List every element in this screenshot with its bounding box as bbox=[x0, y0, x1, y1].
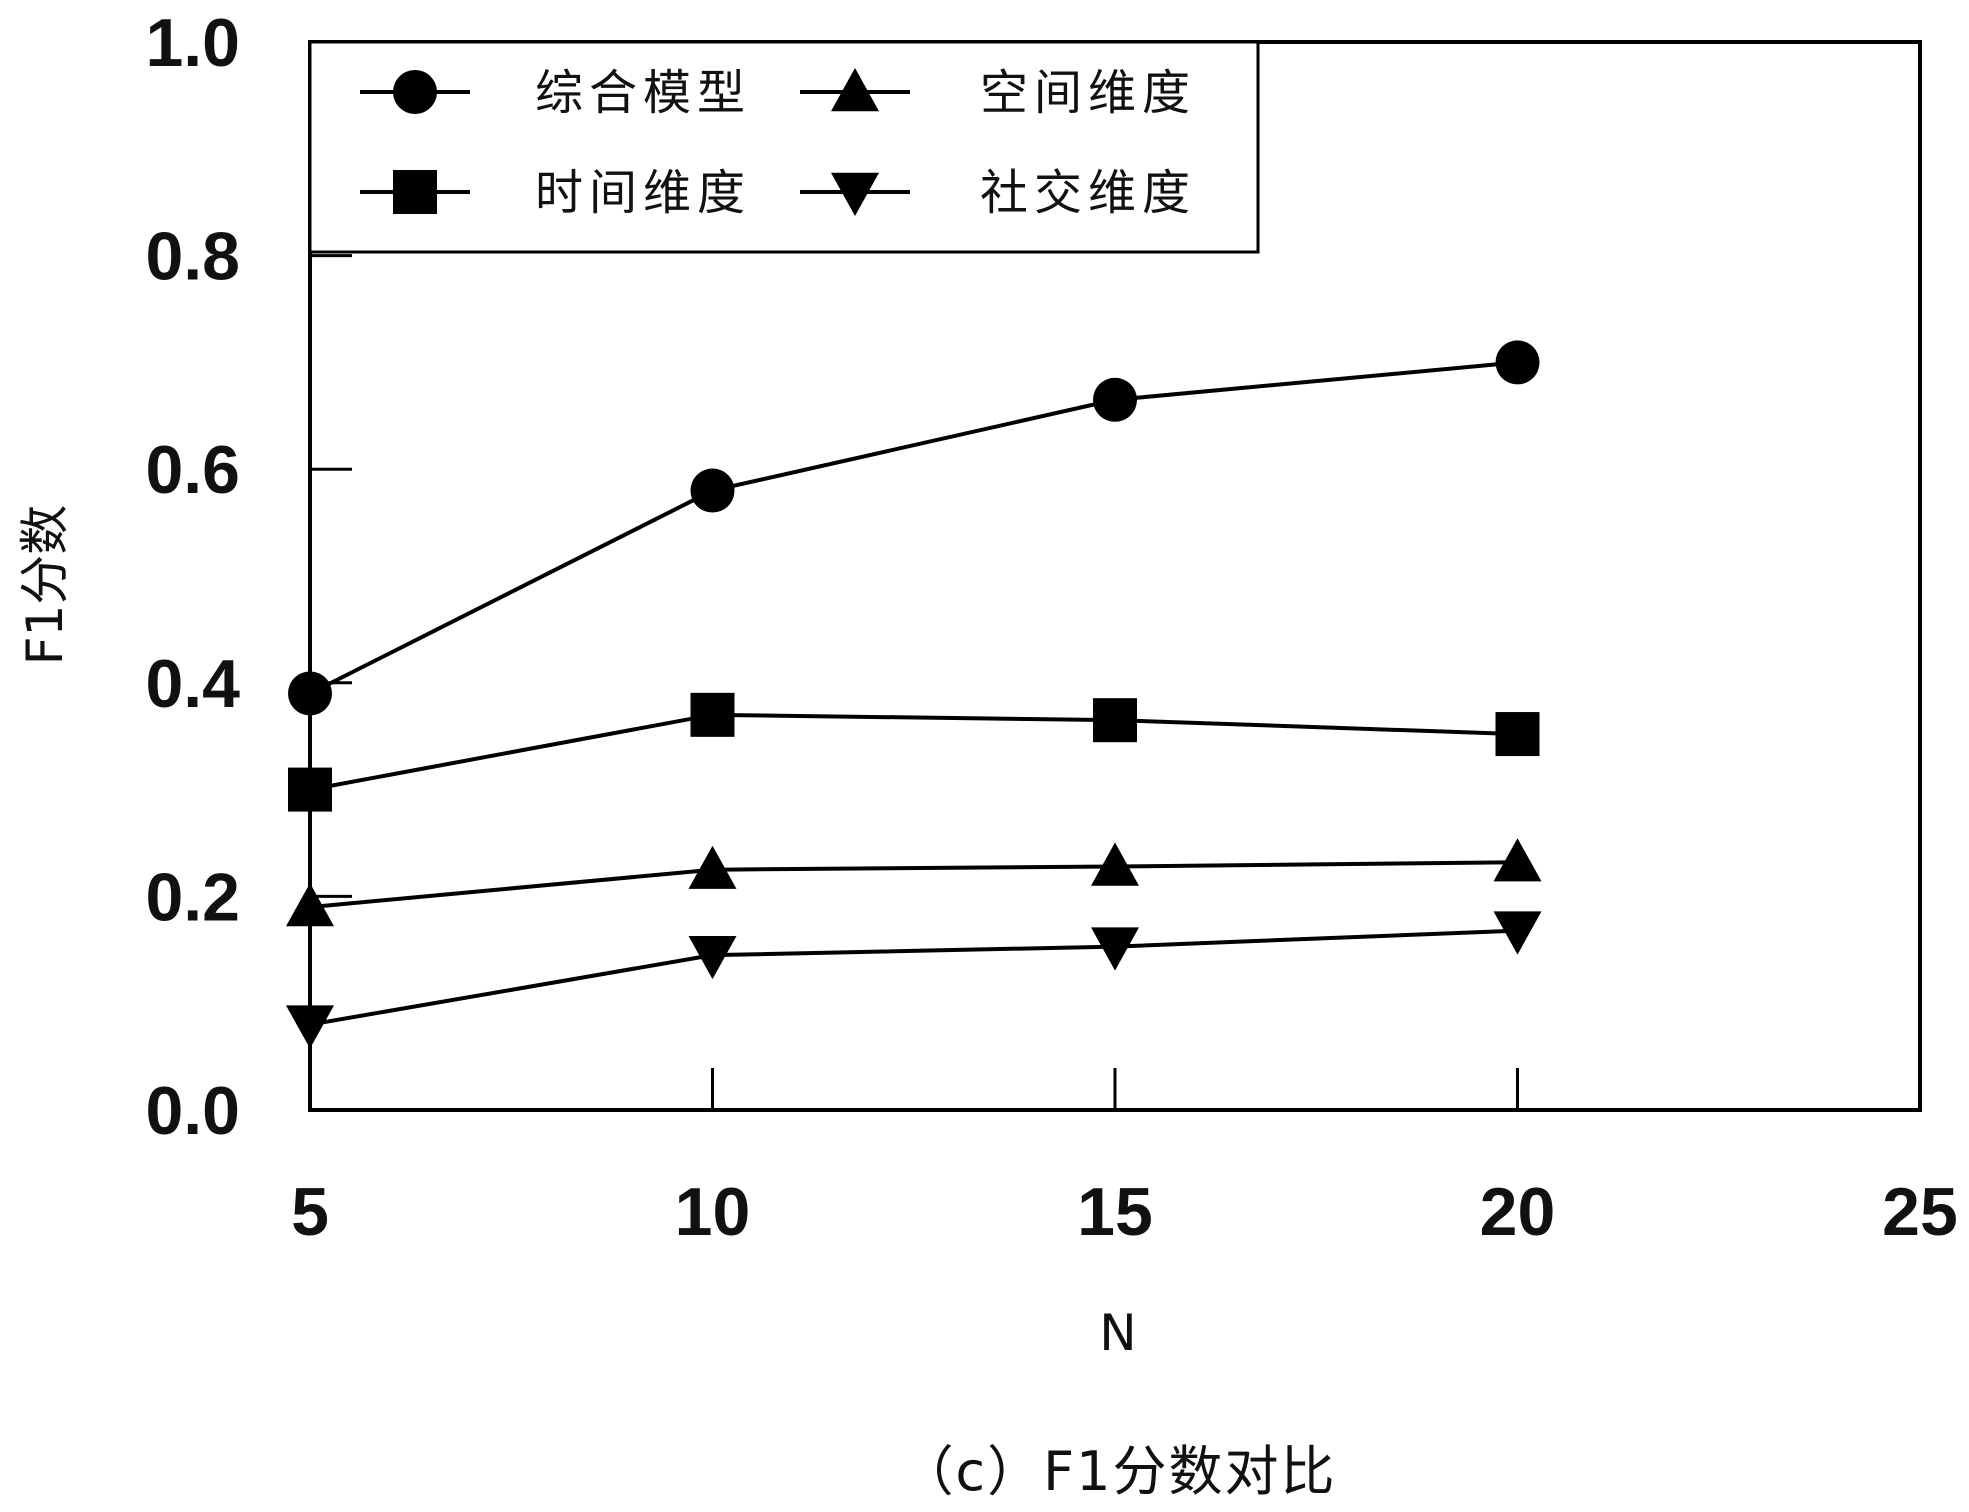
legend-item-circle: 综合模型 bbox=[360, 65, 751, 121]
series-layer bbox=[286, 340, 1542, 1049]
series-square bbox=[288, 692, 1540, 812]
data-point-square bbox=[690, 692, 735, 737]
data-point-triangle-down bbox=[688, 935, 737, 980]
series-line bbox=[309, 360, 1518, 696]
y-tick-label: 0.6 bbox=[145, 432, 240, 508]
series-triangle-down bbox=[286, 911, 1542, 1049]
data-point-triangle-up bbox=[1091, 842, 1139, 886]
x-tick-label: 20 bbox=[1480, 1174, 1556, 1250]
legend-item-triangle-down: 社交维度 bbox=[800, 165, 1196, 221]
data-point-circle bbox=[288, 671, 332, 716]
figure-caption: （c）F1分数对比 bbox=[899, 1440, 1336, 1503]
data-point-triangle-up bbox=[286, 883, 334, 927]
legend-label: 空间维度 bbox=[980, 65, 1196, 121]
legend-marker-triangle-up bbox=[831, 68, 879, 112]
x-tick-label: 15 bbox=[1077, 1174, 1153, 1250]
data-point-triangle-down bbox=[1091, 927, 1139, 971]
data-point-triangle-down bbox=[1493, 911, 1542, 955]
x-tick-label: 10 bbox=[675, 1174, 751, 1250]
series-circle bbox=[288, 340, 1540, 716]
legend-label: 社交维度 bbox=[980, 165, 1196, 221]
y-tick-label: 0.4 bbox=[145, 646, 240, 722]
data-point-circle bbox=[690, 468, 735, 513]
series-line bbox=[309, 928, 1518, 1027]
y-tick-label: 0.0 bbox=[145, 1073, 240, 1149]
legend-marker-circle bbox=[393, 70, 437, 114]
data-point-square bbox=[1495, 712, 1540, 757]
y-tick-label: 1.0 bbox=[145, 5, 240, 81]
series-triangle-up bbox=[286, 838, 1542, 927]
legend-marker-square bbox=[393, 170, 437, 214]
legend-label: 综合模型 bbox=[535, 65, 751, 121]
x-axis-label: N bbox=[1099, 1304, 1136, 1362]
data-point-square bbox=[288, 767, 332, 812]
y-tick-label: 0.2 bbox=[145, 859, 240, 935]
data-point-triangle-up bbox=[688, 845, 737, 889]
series-line bbox=[309, 860, 1518, 910]
data-point-square bbox=[1093, 698, 1137, 743]
data-point-circle bbox=[1093, 377, 1137, 422]
data-point-circle bbox=[1495, 340, 1540, 385]
x-axis-ticks: 5 10 15 20 25 bbox=[291, 1068, 1958, 1250]
x-tick-label: 5 bbox=[291, 1174, 329, 1250]
x-tick-label: 25 bbox=[1882, 1174, 1958, 1250]
y-axis-label: F1分数 bbox=[16, 505, 74, 666]
legend-marker-triangle-down bbox=[831, 172, 879, 216]
data-point-triangle-up bbox=[1493, 838, 1542, 882]
y-axis-ticks: 0.0 0.2 0.4 0.6 0.8 1.0 bbox=[145, 5, 352, 1149]
legend-item-triangle-up: 空间维度 bbox=[800, 65, 1196, 121]
legend-box bbox=[308, 40, 1260, 254]
series-line bbox=[309, 712, 1518, 792]
y-tick-label: 0.8 bbox=[145, 219, 240, 295]
data-point-triangle-down bbox=[286, 1005, 334, 1049]
legend-label: 时间维度 bbox=[535, 165, 751, 221]
legend-item-square: 时间维度 bbox=[360, 165, 751, 221]
